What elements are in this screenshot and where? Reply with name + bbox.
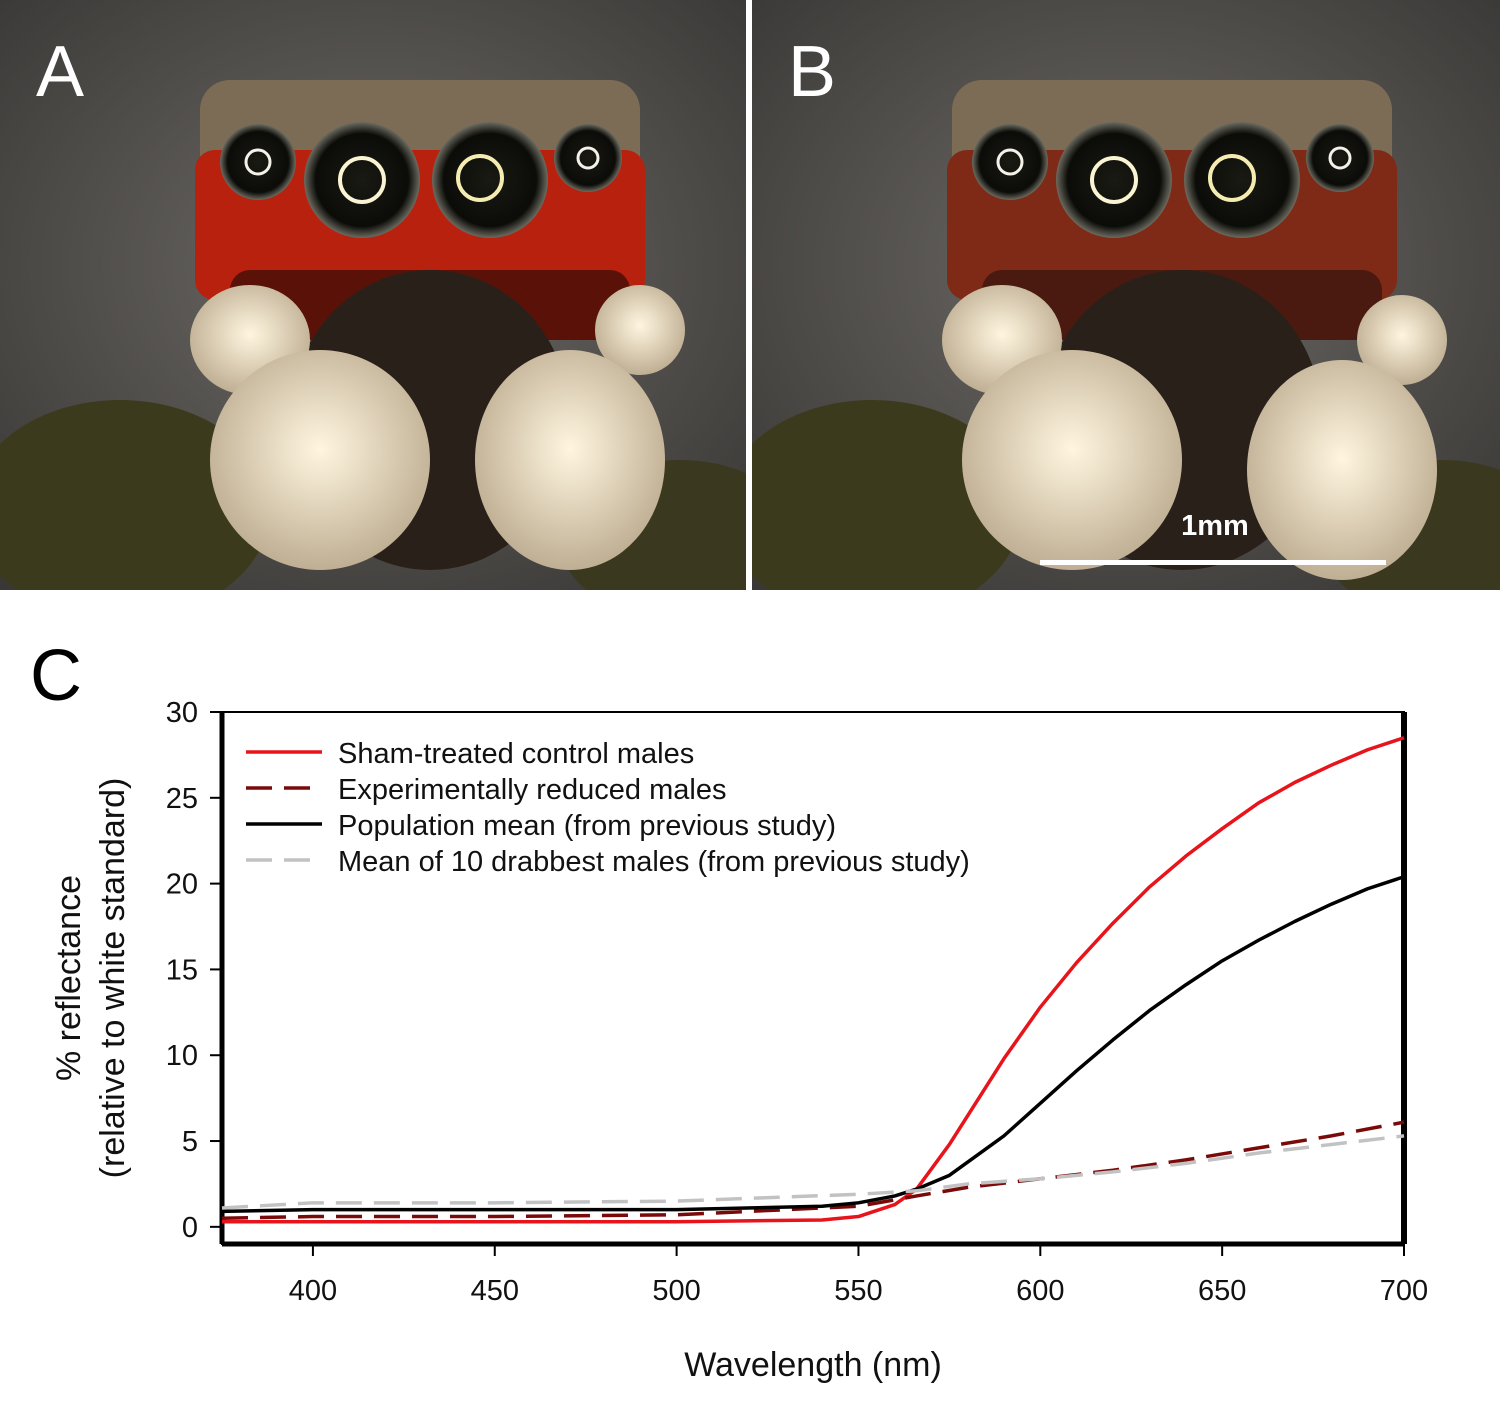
- legend: Sham-treated control males Experimentally…: [246, 738, 970, 878]
- reflectance-chart: 0 5 10 15 20 25 30 400 450 500 550 600 650 700 Sham-…: [50, 697, 1428, 1384]
- x-axis-title: Wavelength (nm): [684, 1346, 942, 1384]
- x-axis: 400 450 500 550 600 650 700: [289, 1244, 1428, 1307]
- x-tick-label: 650: [1198, 1275, 1246, 1307]
- spider-photo-control: [0, 0, 746, 590]
- y-axis-title-line2: (relative to white standard): [94, 778, 132, 1179]
- y-tick-label: 10: [166, 1040, 198, 1072]
- y-axis-title: % reflectance (relative to white standar…: [50, 778, 132, 1179]
- spider-photo-reduced: [752, 0, 1500, 590]
- panel-divider: [746, 0, 752, 590]
- y-tick-label: 20: [166, 869, 198, 901]
- y-axis: 0 5 10 15 20 25 30: [166, 697, 222, 1244]
- legend-entry-4: Mean of 10 drabbest males (from previous…: [338, 846, 970, 878]
- y-tick-label: 30: [166, 697, 198, 729]
- panel-label-b: B: [788, 32, 837, 112]
- panel-label-a: A: [36, 32, 85, 112]
- scale-bar: [1040, 560, 1386, 565]
- y-tick-label: 15: [166, 954, 198, 986]
- x-tick-label: 700: [1380, 1275, 1428, 1307]
- series-line-1: [222, 736, 1405, 1224]
- legend-entry-1: Sham-treated control males: [338, 738, 694, 770]
- series-line-4: [221, 1134, 1405, 1210]
- y-tick-label: 5: [182, 1126, 198, 1158]
- y-tick-label: 0: [182, 1212, 198, 1244]
- x-tick-label: 600: [1016, 1275, 1064, 1307]
- photo-panel-b: B: [752, 0, 1500, 590]
- scale-bar-label: 1mm: [1181, 510, 1249, 542]
- x-tick-label: 550: [834, 1275, 882, 1307]
- series-line-3: [221, 875, 1405, 1214]
- panel-label-c: C: [30, 636, 82, 716]
- legend-entry-2: Experimentally reduced males: [338, 774, 726, 806]
- legend-entry-3: Population mean (from previous study): [338, 810, 836, 842]
- plot-frame: [219, 711, 1407, 1247]
- x-tick-label: 400: [289, 1275, 337, 1307]
- y-tick-label: 25: [166, 783, 198, 815]
- x-tick-label: 500: [652, 1275, 700, 1307]
- series-layer: [221, 736, 1405, 1224]
- x-tick-label: 450: [471, 1275, 519, 1307]
- series-line-2: [221, 1120, 1405, 1221]
- photo-panel-a: A: [0, 0, 746, 590]
- y-axis-title-line1: % reflectance: [50, 875, 88, 1081]
